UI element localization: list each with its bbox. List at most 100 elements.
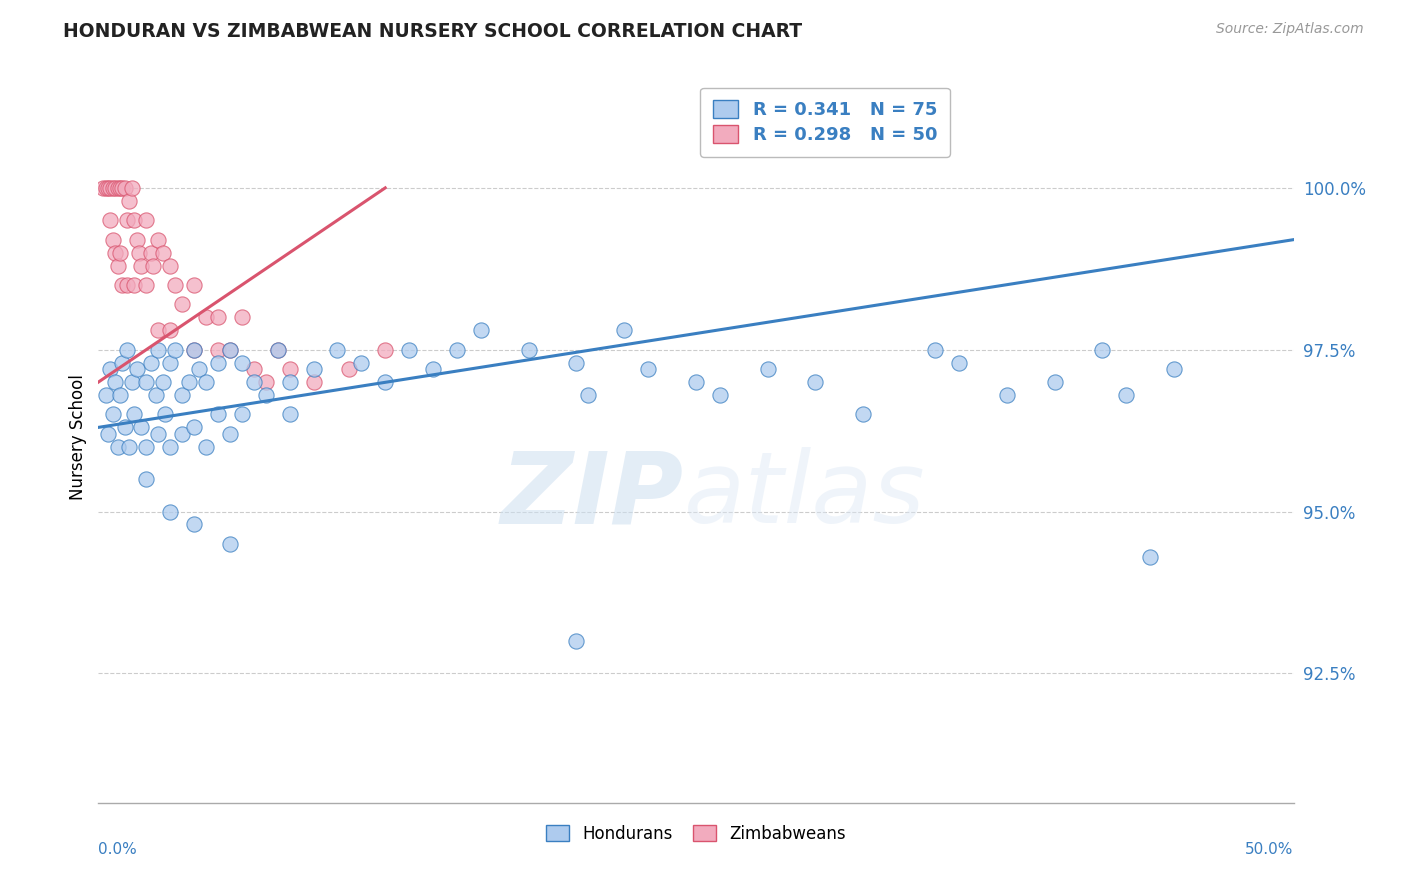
Point xyxy=(97,426,120,441)
Point xyxy=(152,375,174,389)
Point xyxy=(179,375,201,389)
Point xyxy=(121,375,143,389)
Point xyxy=(111,181,134,195)
Point xyxy=(924,343,946,357)
Point xyxy=(172,388,194,402)
Point xyxy=(374,343,396,357)
Point xyxy=(101,181,124,195)
Point xyxy=(135,277,157,292)
Point xyxy=(398,343,420,357)
Text: atlas: atlas xyxy=(685,447,925,544)
Point xyxy=(107,440,129,454)
Point xyxy=(278,362,301,376)
Point xyxy=(159,440,181,454)
Point xyxy=(98,362,122,376)
Point xyxy=(243,362,266,376)
Point xyxy=(163,343,186,357)
Point xyxy=(254,388,277,402)
Point xyxy=(948,356,970,370)
Point xyxy=(302,375,325,389)
Point xyxy=(104,375,127,389)
Point xyxy=(172,297,194,311)
Point xyxy=(159,323,181,337)
Point xyxy=(374,375,396,389)
Point xyxy=(267,343,290,357)
Point xyxy=(131,420,153,434)
Point xyxy=(565,634,588,648)
Point xyxy=(1091,343,1114,357)
Point xyxy=(195,440,218,454)
Point xyxy=(115,343,138,357)
Point xyxy=(155,408,177,422)
Point xyxy=(470,323,492,337)
Point xyxy=(231,310,253,325)
Point xyxy=(139,356,162,370)
Point xyxy=(97,181,120,195)
Point xyxy=(121,181,143,195)
Point xyxy=(207,310,229,325)
Point xyxy=(1163,362,1185,376)
Point xyxy=(107,259,129,273)
Point xyxy=(804,375,827,389)
Point xyxy=(111,277,134,292)
Point xyxy=(98,181,122,195)
Point xyxy=(142,259,165,273)
Point xyxy=(124,277,146,292)
Point xyxy=(565,356,588,370)
Point xyxy=(183,343,205,357)
Point xyxy=(350,356,373,370)
Point xyxy=(135,472,157,486)
Point xyxy=(183,517,205,532)
Point xyxy=(685,375,707,389)
Point xyxy=(613,323,636,337)
Point xyxy=(159,356,181,370)
Point xyxy=(152,245,174,260)
Point xyxy=(118,194,141,208)
Point xyxy=(219,343,242,357)
Point xyxy=(148,343,170,357)
Text: 50.0%: 50.0% xyxy=(1246,842,1294,856)
Point xyxy=(326,343,349,357)
Point xyxy=(101,233,124,247)
Point xyxy=(207,408,229,422)
Point xyxy=(91,181,114,195)
Point xyxy=(101,408,124,422)
Point xyxy=(124,213,146,227)
Point xyxy=(195,310,218,325)
Point xyxy=(187,362,209,376)
Point xyxy=(1115,388,1137,402)
Point xyxy=(125,362,148,376)
Point xyxy=(125,233,148,247)
Point xyxy=(131,259,153,273)
Point xyxy=(108,388,131,402)
Point xyxy=(172,426,194,441)
Point xyxy=(107,181,129,195)
Point xyxy=(1139,549,1161,564)
Point xyxy=(114,181,136,195)
Text: Source: ZipAtlas.com: Source: ZipAtlas.com xyxy=(1216,22,1364,37)
Point xyxy=(148,323,170,337)
Point xyxy=(578,388,600,402)
Point xyxy=(115,277,138,292)
Point xyxy=(139,245,162,260)
Point xyxy=(94,181,117,195)
Point xyxy=(135,213,157,227)
Point xyxy=(339,362,361,376)
Legend: Hondurans, Zimbabweans: Hondurans, Zimbabweans xyxy=(538,818,853,849)
Point xyxy=(135,375,157,389)
Point xyxy=(108,245,131,260)
Point xyxy=(111,356,134,370)
Point xyxy=(302,362,325,376)
Point xyxy=(207,343,229,357)
Point xyxy=(995,388,1018,402)
Point xyxy=(183,420,205,434)
Point xyxy=(756,362,779,376)
Point xyxy=(267,343,290,357)
Point xyxy=(207,356,229,370)
Point xyxy=(709,388,731,402)
Point xyxy=(637,362,659,376)
Point xyxy=(254,375,277,389)
Point xyxy=(243,375,266,389)
Point xyxy=(852,408,875,422)
Point xyxy=(219,537,242,551)
